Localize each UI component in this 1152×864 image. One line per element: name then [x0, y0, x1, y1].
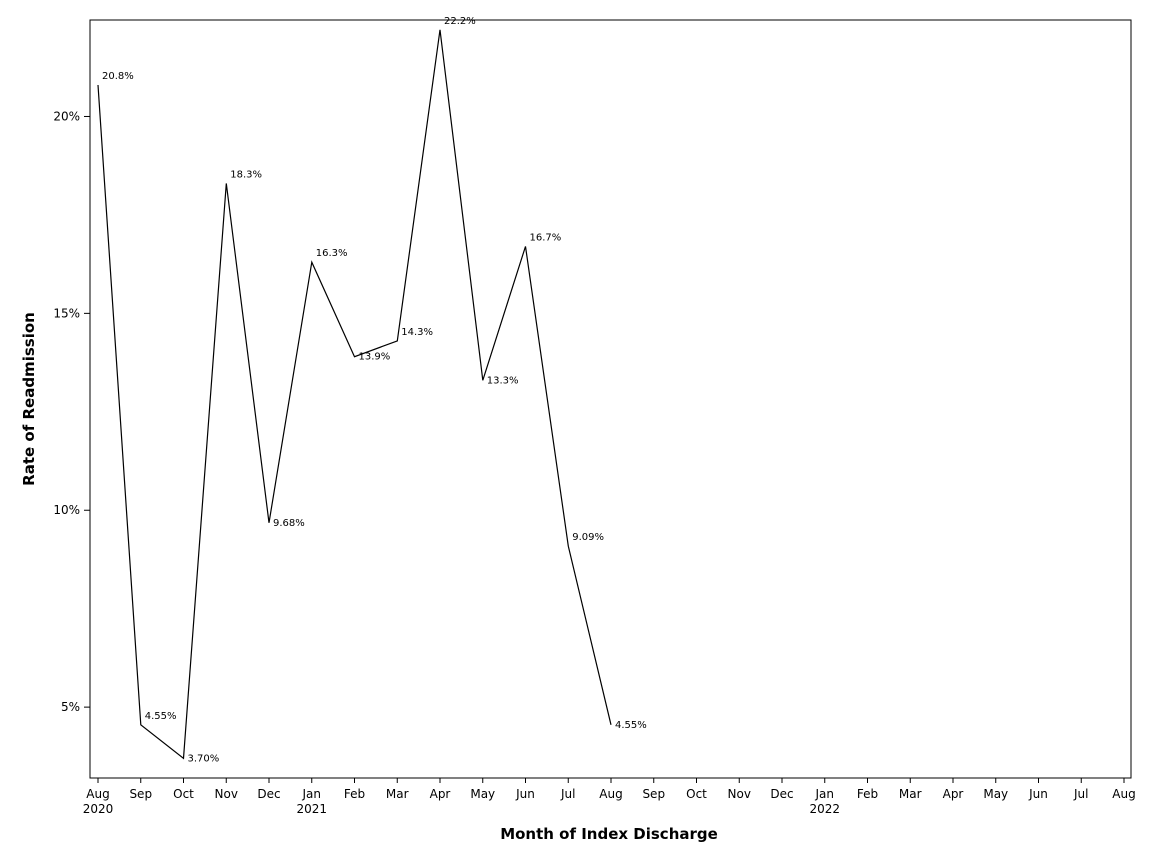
data-label: 22.2%	[444, 16, 476, 27]
data-label: 13.3%	[487, 375, 519, 386]
x-axis-title: Month of Index Discharge	[500, 825, 718, 843]
x-tick-label-year: 2022	[809, 802, 840, 816]
y-tick-label: 10%	[53, 503, 80, 517]
data-label: 18.3%	[230, 169, 262, 180]
x-tick-label-month: Jun	[515, 787, 535, 801]
x-tick-label-month: Aug	[86, 787, 109, 801]
x-tick-label-month: Dec	[257, 787, 280, 801]
x-tick-label-year: 2020	[83, 802, 114, 816]
series-layer	[97, 29, 612, 760]
x-tick-label-month: Jan	[815, 787, 835, 801]
x-tick-label-month: Nov	[215, 787, 238, 801]
data-label: 3.70%	[188, 753, 220, 764]
x-tick-label-month: Oct	[173, 787, 194, 801]
y-axis-title: Rate of Readmission	[20, 312, 38, 486]
data-labels: 20.8% 4.55% 3.70% 18.3% 9.68% 16.3% 13.9% 14.3%…	[102, 16, 647, 764]
x-tick-label-month: May	[983, 787, 1008, 801]
y-tick-label: 15%	[53, 306, 80, 320]
x-tick-label-month: Feb	[344, 787, 365, 801]
x-tick-label-month: Sep	[642, 787, 665, 801]
x-tick-label-month: Nov	[728, 787, 751, 801]
x-tick-label-month: Apr	[430, 787, 451, 801]
data-label: 9.09%	[572, 532, 604, 543]
data-label: 16.3%	[316, 248, 348, 259]
x-tick-label-month: Jan	[302, 787, 322, 801]
y-tick-label: 20%	[53, 109, 80, 123]
y-axis: 5% 10% 15% 20%	[53, 109, 90, 714]
x-tick-label-month: Oct	[686, 787, 707, 801]
x-tick-label-month: Aug	[599, 787, 622, 801]
data-label: 13.9%	[359, 352, 391, 363]
x-tick-label-month: Sep	[129, 787, 152, 801]
x-tick-label-month: Jul	[1073, 787, 1088, 801]
x-tick-label-month: Jun	[1028, 787, 1048, 801]
x-tick-label-month: Mar	[899, 787, 922, 801]
y-tick-label: 5%	[61, 700, 80, 714]
x-tick-label-month: Aug	[1112, 787, 1135, 801]
x-tick-label-month: Feb	[857, 787, 878, 801]
data-label: 4.55%	[615, 720, 647, 731]
data-label: 20.8%	[102, 71, 134, 82]
x-tick-label-month: Dec	[770, 787, 793, 801]
x-tick-label-month: Apr	[943, 787, 964, 801]
x-tick-label-month: Mar	[386, 787, 409, 801]
data-label: 14.3%	[401, 327, 433, 338]
series-line	[97, 29, 612, 760]
x-tick-label-month: Jul	[560, 787, 575, 801]
data-label: 16.7%	[530, 232, 562, 243]
data-label: 4.55%	[145, 711, 177, 722]
plot-frame	[89, 19, 1132, 779]
x-tick-label-month: May	[470, 787, 495, 801]
data-label: 9.68%	[273, 518, 305, 529]
x-tick-label-year: 2021	[296, 802, 327, 816]
